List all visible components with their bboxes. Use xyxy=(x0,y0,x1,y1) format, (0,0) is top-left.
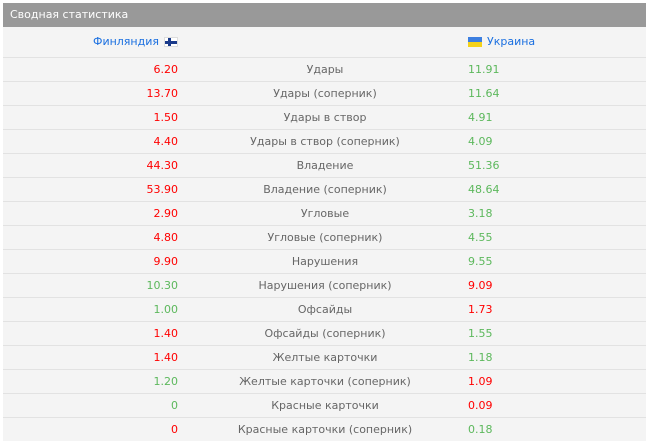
stat-row: 0 Красные карточки (соперник) 0.18 xyxy=(3,418,646,441)
away-value: 4.91 xyxy=(468,111,493,124)
away-value: 11.64 xyxy=(468,87,500,100)
home-value: 1.50 xyxy=(153,111,179,124)
stat-label: Удары в створ xyxy=(283,111,367,124)
stat-label: Желтые карточки (соперник) xyxy=(239,375,411,388)
away-value: 0.09 xyxy=(468,399,493,412)
stat-label: Владение (соперник) xyxy=(263,183,387,196)
stat-label: Удары в створ (соперник) xyxy=(250,135,400,148)
home-value: 6.20 xyxy=(153,63,179,76)
away-value: 3.18 xyxy=(468,207,493,220)
stat-label: Удары xyxy=(306,63,344,76)
stat-label: Угловые xyxy=(300,207,350,220)
away-value: 1.73 xyxy=(468,303,493,316)
away-value: 1.55 xyxy=(468,327,493,340)
away-value: 4.55 xyxy=(468,231,493,244)
stat-row: 1.50 Удары в створ 4.91 xyxy=(3,106,646,130)
away-team-name: Украина xyxy=(487,35,536,48)
teams-header: Финляндия Украина xyxy=(3,27,646,58)
home-value: 13.70 xyxy=(146,87,179,100)
home-value: 4.40 xyxy=(153,135,179,148)
home-value: 4.80 xyxy=(153,231,179,244)
home-value: 0 xyxy=(171,423,178,436)
home-value: 10.30 xyxy=(146,279,179,292)
stat-row: 1.40 Желтые карточки 1.18 xyxy=(3,346,646,370)
stat-row: 44.30 Владение 51.36 xyxy=(3,154,646,178)
away-value: 1.09 xyxy=(468,375,493,388)
stat-label: Желтые карточки xyxy=(272,351,378,364)
home-value: 9.90 xyxy=(153,255,179,268)
stat-label: Офсайды xyxy=(297,303,353,316)
home-value: 1.40 xyxy=(153,327,179,340)
stat-row: 1.00 Офсайды 1.73 xyxy=(3,298,646,322)
stat-label: Красные карточки xyxy=(271,399,379,412)
away-value: 51.36 xyxy=(468,159,500,172)
stat-label: Угловые (соперник) xyxy=(267,231,383,244)
stat-row: 53.90 Владение (соперник) 48.64 xyxy=(3,178,646,202)
home-value: 1.40 xyxy=(153,351,179,364)
home-team-link[interactable]: Финляндия xyxy=(93,27,178,57)
home-value: 0 xyxy=(171,399,178,412)
home-value: 1.00 xyxy=(153,303,179,316)
away-value: 4.09 xyxy=(468,135,493,148)
stat-row: 13.70 Удары (соперник) 11.64 xyxy=(3,82,646,106)
home-value: 53.90 xyxy=(146,183,179,196)
away-value: 9.09 xyxy=(468,279,493,292)
summary-stats-panel: Сводная статистика Финляндия Украина 6.2… xyxy=(3,3,646,441)
stat-row: 2.90 Угловые 3.18 xyxy=(3,202,646,226)
panel-title: Сводная статистика xyxy=(3,3,646,27)
away-value: 11.91 xyxy=(468,63,500,76)
stat-row: 4.80 Угловые (соперник) 4.55 xyxy=(3,226,646,250)
stat-label: Нарушения xyxy=(291,255,359,268)
stat-label: Удары (соперник) xyxy=(273,87,377,100)
stat-label: Владение xyxy=(296,159,354,172)
away-value: 1.18 xyxy=(468,351,493,364)
home-team-name: Финляндия xyxy=(92,35,159,48)
stat-label: Офсайды (соперник) xyxy=(264,327,386,340)
away-value: 0.18 xyxy=(468,423,493,436)
ukraine-flag-icon xyxy=(468,37,482,47)
stat-row: 10.30 Нарушения (соперник) 9.09 xyxy=(3,274,646,298)
away-value: 48.64 xyxy=(468,183,500,196)
stat-label: Красные карточки (соперник) xyxy=(237,423,413,436)
stat-row: 4.40 Удары в створ (соперник) 4.09 xyxy=(3,130,646,154)
away-value: 9.55 xyxy=(468,255,493,268)
home-value: 2.90 xyxy=(153,207,179,220)
stat-row: 1.40 Офсайды (соперник) 1.55 xyxy=(3,322,646,346)
stat-row: 0 Красные карточки 0.09 xyxy=(3,394,646,418)
stat-row: 6.20 Удары 11.91 xyxy=(3,58,646,82)
home-value: 44.30 xyxy=(146,159,179,172)
away-team-link[interactable]: Украина xyxy=(468,27,535,57)
stat-row: 9.90 Нарушения 9.55 xyxy=(3,250,646,274)
home-value: 1.20 xyxy=(153,375,179,388)
finland-flag-icon xyxy=(164,37,178,47)
stat-label: Нарушения (соперник) xyxy=(258,279,392,292)
stat-row: 1.20 Желтые карточки (соперник) 1.09 xyxy=(3,370,646,394)
